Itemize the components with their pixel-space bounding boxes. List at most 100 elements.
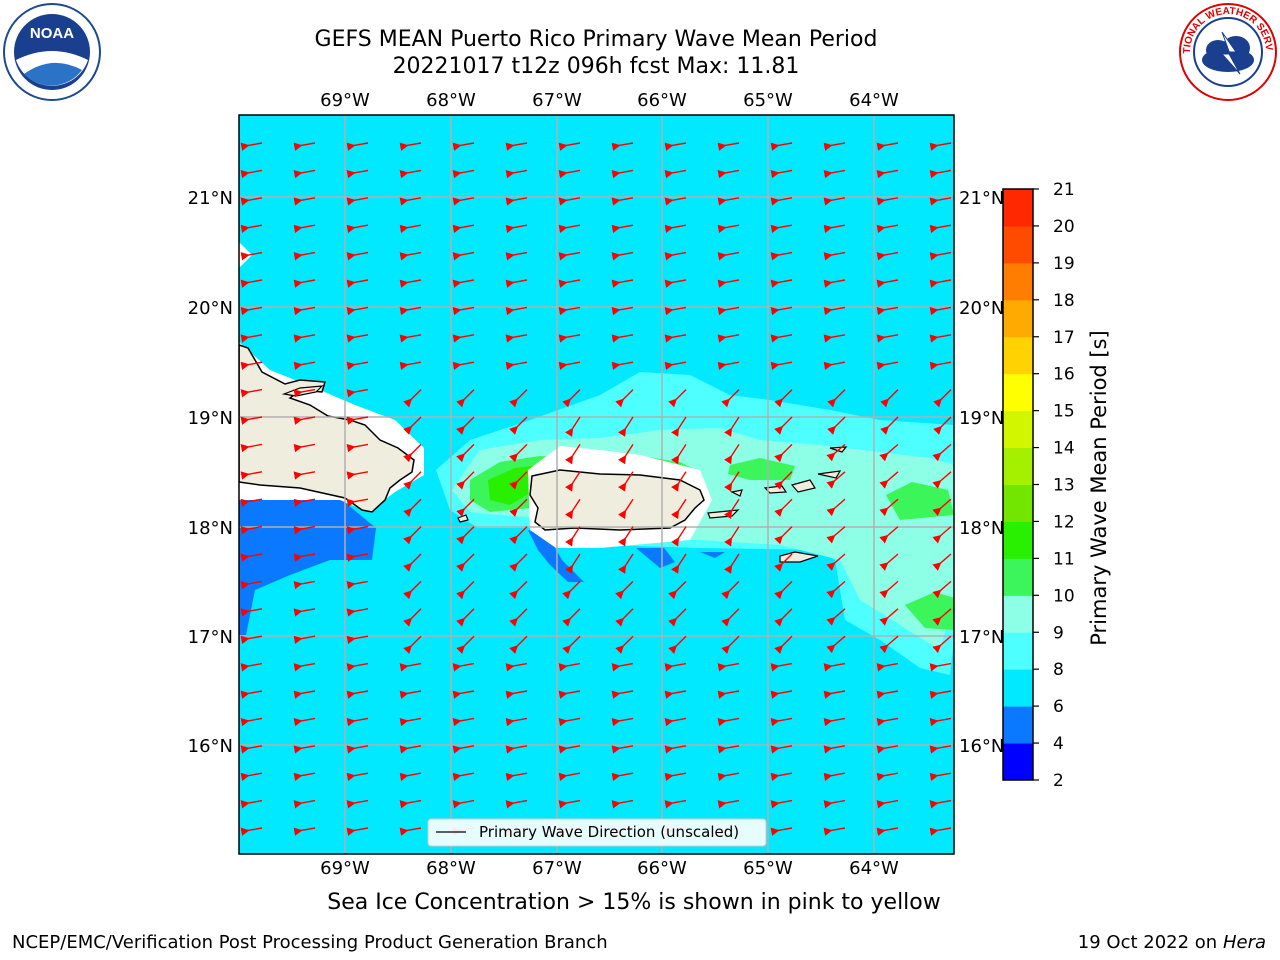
wave-arrow xyxy=(721,608,740,627)
wave-arrow xyxy=(346,717,369,727)
wave-arrow xyxy=(346,306,369,316)
wave-arrow xyxy=(293,279,316,288)
wave-arrow xyxy=(774,416,793,435)
wave-arrow xyxy=(452,279,475,288)
wave-arrow xyxy=(346,416,369,425)
wave-arrow xyxy=(452,799,475,809)
wave-arrow xyxy=(558,279,581,288)
wave-arrow xyxy=(932,580,952,599)
wave-arrow xyxy=(509,443,528,463)
wave-arrow xyxy=(664,279,687,288)
culebra-island xyxy=(730,489,743,497)
wave-arrow xyxy=(929,361,952,371)
wave-arrow xyxy=(823,306,846,316)
wave-arrow xyxy=(293,388,316,398)
wave-arrow xyxy=(346,799,369,809)
wave-arrow xyxy=(823,279,846,288)
wave-arrow xyxy=(611,334,634,343)
wave-arrow xyxy=(558,690,581,699)
colorbar-tick-label: 9 xyxy=(1053,623,1064,643)
chart-title: GEFS MEAN Puerto Rico Primary Wave Mean … xyxy=(314,27,878,52)
wave-arrow xyxy=(509,580,528,600)
wave-arrow xyxy=(664,799,687,809)
wave-arrow xyxy=(403,389,422,408)
lat-label-left: 19°N xyxy=(188,408,233,429)
wave-arrow xyxy=(399,306,422,316)
wave-arrow xyxy=(399,361,422,371)
colorbar-segment xyxy=(1003,743,1033,781)
wave-arrow xyxy=(293,827,316,836)
wave-arrow xyxy=(611,169,634,179)
wave-arrow xyxy=(770,142,793,151)
wave-arrow xyxy=(403,443,422,463)
wave-arrow xyxy=(611,361,634,371)
wave-arrow xyxy=(562,608,581,627)
wave-arrow xyxy=(664,690,687,699)
wave-arrow xyxy=(452,197,475,206)
wave-arrow xyxy=(346,197,369,206)
wave-arrow xyxy=(452,306,475,316)
wave-arrow xyxy=(509,553,528,572)
wave-arrow xyxy=(505,799,528,809)
wave-arrow xyxy=(399,772,422,782)
lat-label-right: 20°N xyxy=(959,298,1004,319)
wave-arrow xyxy=(558,224,581,234)
wave-arrow xyxy=(293,772,316,782)
lon-label-top: 69°W xyxy=(320,90,370,111)
wave-arrow xyxy=(717,142,740,151)
wave-arrow xyxy=(293,361,316,371)
wave-arrow xyxy=(774,389,793,408)
colorbar-tick-label: 10 xyxy=(1053,586,1075,606)
wave-arrow xyxy=(403,416,422,435)
wave-arrow xyxy=(618,526,634,547)
wave-arrow xyxy=(611,717,634,727)
wave-arrow xyxy=(879,498,899,517)
wave-arrow xyxy=(346,224,369,234)
wave-arrow xyxy=(240,799,263,809)
wave-arrow xyxy=(293,443,316,453)
wave-arrow xyxy=(403,608,422,627)
wave-arrow xyxy=(558,361,581,371)
colorbar-segment xyxy=(1003,595,1033,633)
colorbar-label: Primary Wave Mean Period [s] xyxy=(1087,330,1111,646)
wave-arrow xyxy=(664,142,687,151)
wave-arrow xyxy=(505,690,528,699)
wave-arrow xyxy=(505,662,528,672)
wave-arrow xyxy=(509,389,528,408)
wave-arrow xyxy=(293,142,316,151)
wave-arrow xyxy=(456,471,475,490)
wave-arrow xyxy=(293,635,316,645)
wave-arrow xyxy=(509,416,528,435)
lat-label-right: 19°N xyxy=(959,408,1004,429)
wave-arrow xyxy=(293,471,316,480)
wave-arrow xyxy=(933,389,952,408)
wave-arrow xyxy=(879,471,899,489)
wave-arrow xyxy=(293,416,316,425)
wave-arrow xyxy=(724,416,740,437)
wave-arrow xyxy=(876,799,899,809)
colorbar-segment xyxy=(1003,336,1033,375)
virgin-gorda-island xyxy=(817,470,842,479)
wave-arrow xyxy=(826,635,846,654)
wave-arrow xyxy=(664,361,687,371)
wave-arrow xyxy=(456,389,475,408)
colorbar-tick-label: 17 xyxy=(1053,328,1075,348)
wave-arrow xyxy=(929,197,952,206)
wave-arrow xyxy=(664,306,687,316)
lon-label-top: 64°W xyxy=(849,90,899,111)
wave-arrow xyxy=(823,169,846,179)
wave-arrow xyxy=(293,662,316,672)
wave-arrow xyxy=(240,443,263,453)
colorbar: 2 4 6 8 9 10 11 12 13 14 15 16 17 18 19 20 21 xyxy=(1002,180,1075,791)
wave-arrow xyxy=(399,334,422,343)
wave-arrow xyxy=(240,388,263,398)
wave-arrow xyxy=(876,745,899,754)
wave-arrow xyxy=(770,799,793,809)
colorbar-tick-label: 14 xyxy=(1053,439,1075,459)
wave-arrow xyxy=(611,224,634,234)
wave-arrow xyxy=(717,662,740,672)
st-croix-island xyxy=(779,551,819,563)
wave-arrow xyxy=(558,717,581,727)
wave-arrow xyxy=(293,690,316,699)
wave-arrow xyxy=(671,471,687,492)
